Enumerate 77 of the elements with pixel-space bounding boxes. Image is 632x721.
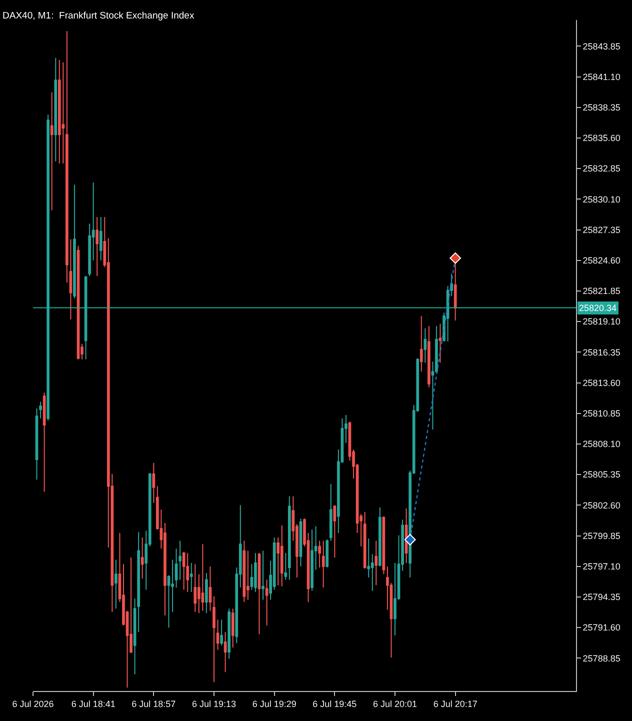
candlestick: [186, 552, 190, 592]
y-tick-label: 25824.60: [582, 256, 620, 266]
candlestick: [50, 92, 54, 211]
y-tick-label: 25799.85: [582, 530, 620, 541]
candlestick: [420, 316, 423, 372]
y-tick-label: 25827.35: [582, 224, 620, 235]
candlestick: [288, 496, 291, 580]
candlestick: [58, 60, 61, 164]
y-tick-label: 25808.10: [582, 439, 620, 450]
candlestick: [231, 608, 234, 648]
ref-line-label: 25820.34: [579, 303, 617, 313]
candlestick: [374, 540, 378, 586]
x-tick-label: 6 Jul 18:41: [71, 698, 116, 709]
candlestick: [333, 504, 336, 558]
y-tick-label: 25816.35: [582, 347, 620, 358]
y-tick-label: 25797.10: [582, 562, 620, 572]
candlestick: [310, 529, 314, 592]
y-tick-label: 25832.85: [582, 164, 620, 174]
candlestick: [212, 596, 216, 683]
x-tick-label: 6 Jul 19:45: [312, 698, 357, 709]
candlestick: [201, 544, 204, 612]
candlestick: [262, 550, 264, 600]
candlestick: [438, 323, 442, 364]
candlestick: [99, 216, 102, 261]
x-tick-label: 6 Jul 20:17: [433, 698, 478, 709]
y-tick-label: 25813.60: [582, 378, 620, 388]
candlestick: [428, 326, 430, 388]
candlestick: [208, 566, 212, 612]
y-tick-label: 25810.85: [582, 408, 620, 419]
candlestick: [62, 62, 65, 164]
candlestick: [363, 511, 366, 570]
chart-title: DAX40, M1: Frankfurt Stock Exchange Index: [2, 10, 194, 22]
candlestick: [284, 552, 288, 580]
y-tick-label: 25794.35: [582, 592, 620, 602]
candlestick: [73, 184, 76, 299]
candlestick: [280, 524, 284, 587]
candlestick: [378, 506, 382, 567]
y-tick-label: 25838.35: [582, 102, 620, 112]
candlestick: [220, 619, 223, 646]
candlestick: [182, 551, 186, 590]
candlestick: [140, 536, 144, 580]
candlestick: [265, 579, 268, 626]
candlestick: [190, 562, 193, 592]
candlestick: [242, 540, 246, 602]
candlestick: [42, 392, 46, 492]
candlestick: [205, 572, 208, 614]
y-tick-label: 25843.85: [582, 41, 620, 52]
x-tick-label: 6 Jul 2026: [12, 698, 54, 709]
candlestick: [318, 540, 322, 568]
y-tick-label: 25821.85: [582, 286, 620, 296]
candlestick: [96, 216, 99, 276]
candlestick: [114, 559, 118, 610]
y-tick-label: 25830.10: [582, 194, 620, 204]
candlestick: [326, 539, 329, 568]
candlestick: [254, 552, 257, 592]
x-tick-label: 6 Jul 18:57: [132, 698, 176, 709]
candlestick: [258, 552, 261, 635]
x-tick-label: 6 Jul 19:29: [252, 698, 296, 709]
candlestick: [216, 619, 220, 650]
y-tick-label: 25788.85: [582, 653, 620, 664]
candlestick: [299, 518, 302, 567]
candlestick: [224, 632, 227, 673]
candlestick: [322, 540, 325, 588]
candlestick: [329, 484, 332, 542]
y-tick-label: 25791.60: [582, 622, 620, 633]
candlestick: [228, 608, 231, 660]
candlestick: [194, 564, 197, 612]
x-tick-label: 6 Jul 19:13: [192, 698, 236, 709]
candlestick: [54, 57, 58, 162]
y-tick-label: 25805.35: [582, 470, 620, 480]
candlestick: [152, 462, 156, 504]
y-tick-label: 25819.10: [582, 316, 620, 327]
y-tick-label: 25802.60: [582, 500, 620, 510]
x-tick-label: 6 Jul 20:01: [372, 698, 418, 709]
y-tick-label: 25835.60: [582, 133, 620, 144]
y-tick-label: 25841.10: [582, 72, 620, 82]
candlestick: [424, 328, 427, 364]
